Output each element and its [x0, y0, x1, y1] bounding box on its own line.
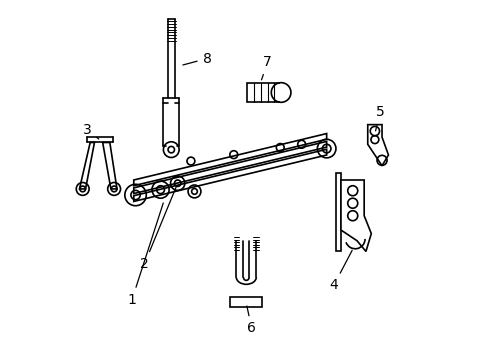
- Bar: [246, 83, 281, 102]
- Polygon shape: [340, 180, 370, 251]
- Text: 2: 2: [140, 186, 176, 271]
- Bar: [230, 297, 262, 307]
- Text: 8: 8: [183, 51, 211, 66]
- Text: 4: 4: [329, 250, 351, 292]
- Text: 5: 5: [375, 105, 384, 131]
- Text: 3: 3: [83, 123, 99, 139]
- Polygon shape: [367, 125, 387, 166]
- Polygon shape: [102, 143, 117, 189]
- Text: 7: 7: [261, 55, 271, 80]
- Text: 1: 1: [127, 203, 163, 307]
- Polygon shape: [80, 143, 94, 189]
- Text: 6: 6: [246, 306, 256, 335]
- Polygon shape: [335, 173, 340, 251]
- Polygon shape: [134, 141, 326, 194]
- Polygon shape: [134, 149, 326, 202]
- Polygon shape: [134, 134, 326, 186]
